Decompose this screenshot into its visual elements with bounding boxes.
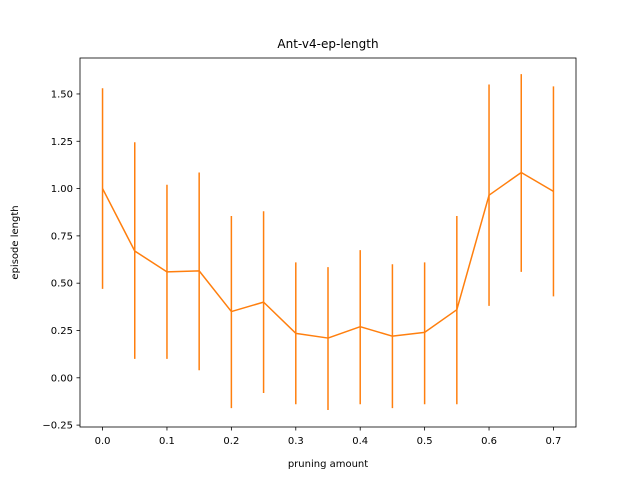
y-axis-label: episode length — [10, 205, 21, 279]
x-tick-label: 0.0 — [95, 436, 111, 447]
y-tick-label: 0.25 — [51, 326, 73, 337]
x-tick-label: 0.4 — [352, 436, 368, 447]
y-tick-label: 1.00 — [51, 184, 73, 195]
series-line — [101, 171, 554, 339]
x-tick-label: 0.7 — [546, 436, 562, 447]
x-tick-label: 0.2 — [223, 436, 239, 447]
x-axis-label: pruning amount — [288, 459, 368, 470]
x-tick-label: 0.5 — [417, 436, 433, 447]
plot-area-frame — [79, 57, 577, 428]
x-tick-label: 0.1 — [159, 436, 175, 447]
y-tick-label: 0.75 — [51, 231, 73, 242]
x-tick-label: 0.3 — [288, 436, 304, 447]
y-tick-label: 1.25 — [51, 137, 73, 148]
y-tick-label: 0.00 — [51, 373, 73, 384]
y-tick-label: −0.25 — [42, 421, 73, 432]
y-axis-ticks: −0.25 0.00 0.25 0.50 0.75 1.00 1.25 1.50 — [42, 89, 80, 432]
x-tick-label: 0.6 — [481, 436, 497, 447]
y-tick-label: 0.50 — [51, 279, 73, 290]
x-axis-ticks: 0.0 0.1 0.2 0.3 0.4 0.5 0.6 0.7 — [95, 427, 562, 447]
series-lines — [101, 171, 554, 339]
chart-title: Ant-v4-ep-length — [277, 37, 378, 51]
y-tick-label: 1.50 — [51, 89, 73, 100]
